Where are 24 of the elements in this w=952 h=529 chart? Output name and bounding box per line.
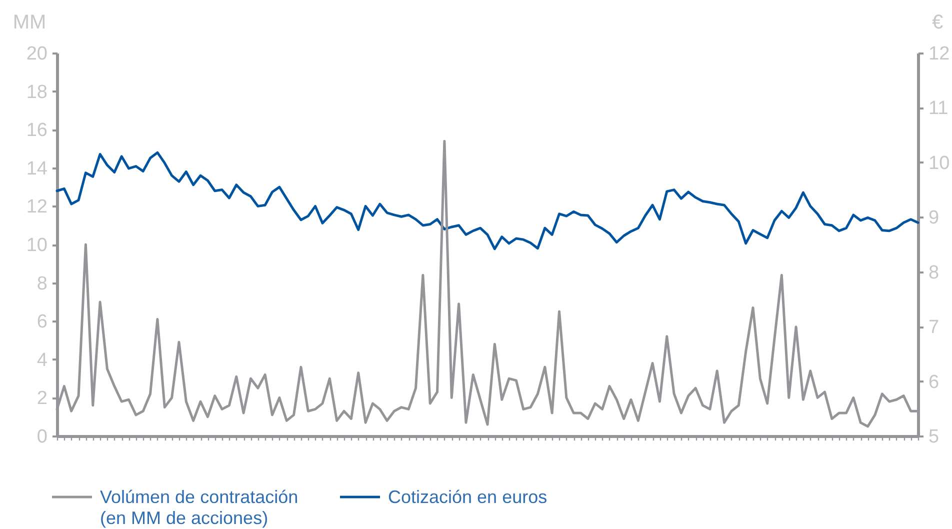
y-tick-label: 14 (26, 158, 48, 180)
y2-tick-label: 5 (928, 426, 940, 448)
y2-tick-label: 10 (928, 152, 950, 174)
y-tick-label: 4 (36, 350, 48, 371)
y-tick-label: 0 (36, 426, 48, 448)
y-tick-label: 2 (36, 388, 48, 410)
y-tick-label: 20 (26, 44, 48, 64)
line-series (56, 151, 920, 250)
y2-tick-label: 7 (928, 317, 940, 338)
y2-tick-label: 6 (928, 372, 940, 393)
y2-axis-title: € (932, 12, 944, 34)
y2-tick-label: 11 (928, 98, 948, 120)
y2-tick-label: 9 (928, 208, 940, 229)
legend-label: Cotización en euros (388, 487, 548, 507)
y-tick-label: 8 (36, 273, 48, 294)
y-tick-label: 18 (26, 82, 48, 103)
y-tick-label: 6 (36, 312, 48, 333)
y2-tick-label: 12 (928, 44, 950, 64)
y2-tick-label: 8 (928, 262, 940, 284)
y-tick-label: 10 (26, 235, 48, 256)
y-tick-label: 12 (26, 196, 48, 218)
y-tick-label: 16 (26, 120, 48, 142)
legend-label: Volúmen de contratación (en MM de acciones) (100, 487, 298, 528)
y-axis-title: MM (12, 12, 46, 34)
